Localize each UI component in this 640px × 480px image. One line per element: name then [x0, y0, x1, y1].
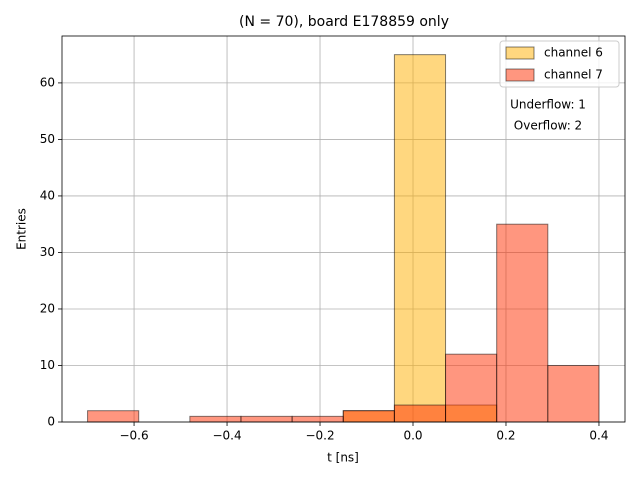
- histogram-bar: [393, 54, 447, 423]
- legend-swatch: [505, 68, 535, 82]
- y-tick-label: 20: [40, 301, 55, 315]
- x-axis-label: t [ns]: [327, 451, 359, 465]
- y-tick-label: 40: [40, 188, 55, 202]
- x-tick-label: 0.0: [403, 429, 422, 443]
- x-tick-label: 0.2: [496, 429, 515, 443]
- histogram-bar: [291, 415, 344, 423]
- y-tick-label: 30: [40, 245, 55, 259]
- histogram-bar: [547, 364, 600, 423]
- chart-title: (N = 70), board E178859 only: [239, 14, 449, 30]
- y-tick-label: 50: [40, 132, 55, 146]
- histogram-bar: [393, 404, 447, 423]
- histogram-bar: [342, 410, 395, 423]
- histogram-bar: [189, 415, 242, 423]
- histogram-bar: [496, 223, 549, 423]
- histogram-bar: [87, 410, 140, 423]
- y-axis-label: Entries: [15, 208, 29, 250]
- x-tick-label: −0.4: [212, 429, 241, 443]
- legend-label: channel 6: [544, 46, 603, 60]
- histogram-bar: [445, 353, 498, 423]
- x-tick-label: 0.4: [589, 429, 608, 443]
- x-tick-label: −0.6: [119, 429, 148, 443]
- annotation: Overflow: 2: [514, 119, 582, 133]
- y-tick-label: 10: [40, 358, 55, 372]
- histogram-bar: [240, 415, 293, 423]
- plot-frame: [61, 35, 626, 423]
- legend-swatch: [505, 46, 535, 60]
- legend-label: channel 7: [544, 68, 603, 82]
- annotation: Underflow: 1: [510, 98, 586, 112]
- y-tick-label: 0: [47, 415, 55, 429]
- y-tick-label: 60: [40, 75, 55, 89]
- x-tick-label: −0.2: [305, 429, 334, 443]
